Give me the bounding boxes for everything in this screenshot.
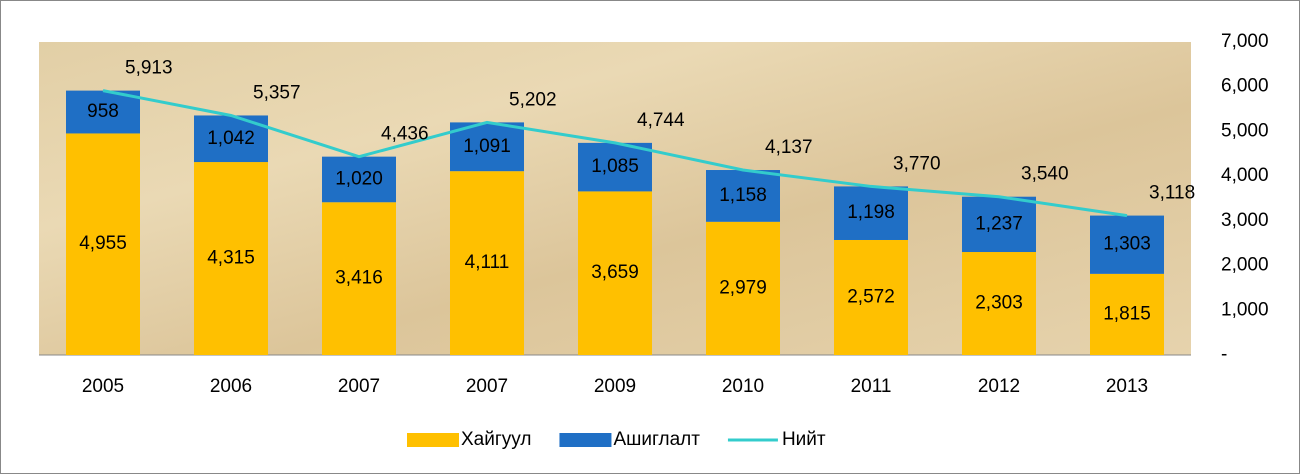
bar-segment xyxy=(834,186,908,240)
data-label: 1,198 xyxy=(847,202,895,223)
bar-segment xyxy=(450,171,524,355)
x-tick-label: 2005 xyxy=(82,376,124,397)
x-tick-label: 2007 xyxy=(466,376,508,397)
data-label: 1,237 xyxy=(975,213,1023,234)
line-label: 5,202 xyxy=(509,89,557,110)
y-tick-label: - xyxy=(1221,344,1227,365)
bar-segment xyxy=(322,156,396,203)
bar-segment xyxy=(66,133,140,355)
legend-label: Хайгуул xyxy=(461,429,531,450)
y-tick-label: 1,000 xyxy=(1221,299,1269,320)
data-label: 1,042 xyxy=(207,128,255,149)
line-label: 5,913 xyxy=(125,58,173,79)
bar-segment xyxy=(834,239,908,355)
data-label: 1,020 xyxy=(335,168,383,189)
bar-segment xyxy=(962,252,1036,355)
x-tick-label: 2009 xyxy=(594,376,636,397)
bar-segment xyxy=(322,202,396,355)
y-tick-label: 7,000 xyxy=(1221,31,1269,52)
data-label: 1,085 xyxy=(591,156,639,177)
data-label: 3,416 xyxy=(335,268,383,289)
data-label: 4,111 xyxy=(465,252,510,273)
data-label: 1,815 xyxy=(1103,303,1151,324)
line-label: 4,137 xyxy=(765,137,813,158)
bar-segment xyxy=(706,170,780,222)
data-label: 1,158 xyxy=(719,185,767,206)
x-tick-label: 2007 xyxy=(338,376,380,397)
data-label: 1,303 xyxy=(1103,234,1151,255)
bar-segment xyxy=(1090,215,1164,274)
bar-segment xyxy=(962,196,1036,253)
data-label: 2,572 xyxy=(847,287,895,308)
line-label: 3,770 xyxy=(893,153,941,174)
x-tick-label: 2011 xyxy=(851,376,892,397)
y-tick-label: 5,000 xyxy=(1221,120,1269,141)
data-label: 1,091 xyxy=(463,136,511,157)
legend-label: Нийт xyxy=(782,429,826,450)
line-label: 5,357 xyxy=(253,82,301,103)
x-tick-label: 2006 xyxy=(210,376,252,397)
bar-segment xyxy=(706,221,780,355)
legend-swatch xyxy=(559,433,612,447)
data-label: 2,303 xyxy=(975,293,1023,314)
data-label: 3,659 xyxy=(591,262,639,283)
legend-swatch xyxy=(407,433,459,447)
data-label: 4,315 xyxy=(207,248,255,269)
bar-segment xyxy=(578,191,652,355)
line-label: 3,540 xyxy=(1021,164,1069,185)
data-label: 4,955 xyxy=(79,233,127,254)
legend-label: Ашиглалт xyxy=(613,429,700,450)
line xyxy=(102,89,1128,218)
x-tick-label: 2010 xyxy=(722,376,764,397)
bar-segment xyxy=(194,162,268,355)
data-label: 958 xyxy=(87,101,119,122)
bar-segment xyxy=(66,90,140,134)
data-label: 2,979 xyxy=(719,277,767,298)
x-tick-label: 2013 xyxy=(1106,376,1148,397)
line-label: 4,436 xyxy=(381,124,429,145)
line-label: 4,744 xyxy=(637,110,685,131)
bar-segment xyxy=(578,142,652,192)
y-tick-label: 6,000 xyxy=(1221,76,1269,97)
y-tick-label: 4,000 xyxy=(1221,165,1269,186)
x-tick-label: 2012 xyxy=(978,376,1020,397)
bar-segment xyxy=(1090,273,1164,355)
y-tick-label: 3,000 xyxy=(1221,210,1269,231)
line-label: 3,118 xyxy=(1149,183,1195,204)
y-tick-label: 2,000 xyxy=(1221,255,1269,276)
